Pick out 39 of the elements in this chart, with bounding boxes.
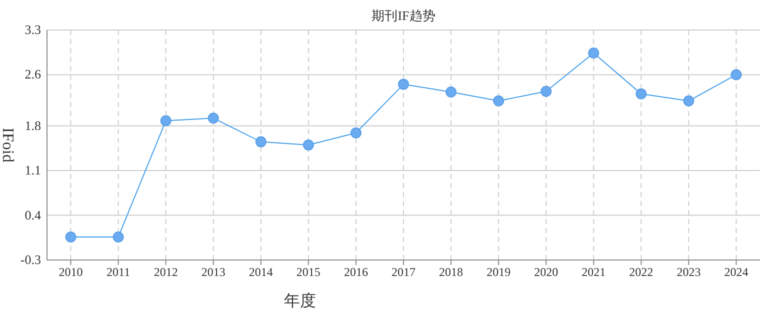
- point: [65, 232, 76, 242]
- y-tick-label: 1.1: [24, 162, 41, 178]
- x-tick-label: 2018: [439, 265, 464, 279]
- y-tick-label: 3.3: [24, 22, 41, 37]
- x-tick-label: 2021: [582, 265, 606, 279]
- point: [255, 136, 266, 148]
- x-tick-label: 2011: [106, 265, 130, 279]
- point: [446, 86, 457, 98]
- x-tick-label: 2016: [344, 265, 368, 279]
- point: [208, 112, 219, 124]
- x-tick-label: 2019: [486, 265, 511, 279]
- point: [493, 95, 504, 106]
- x-tick-label: 2015: [296, 265, 320, 279]
- y-tick-label: 0.4: [24, 207, 42, 222]
- point: [588, 48, 600, 58]
- point: [398, 78, 409, 90]
- x-tick-label: 2013: [201, 265, 226, 279]
- y-tick-label: 1.8: [24, 118, 41, 133]
- point: [730, 69, 742, 80]
- x-tick-label: 2014: [248, 265, 273, 279]
- x-tick-label: 2023: [676, 265, 701, 279]
- point: [350, 127, 362, 138]
- x-tick-label: 2024: [724, 265, 748, 279]
- x-tick-label: 2022: [629, 265, 654, 279]
- x-tick-label: 2020: [534, 265, 558, 279]
- x-tick-label: 2010: [58, 265, 83, 279]
- x-tick-label: 2012: [154, 265, 178, 279]
- y-axis-title: IFoid: [0, 128, 16, 162]
- chart-title: 期刊IF趋势: [372, 8, 436, 23]
- point: [112, 232, 124, 242]
- y-tick-label: -0.3: [20, 252, 41, 267]
- point: [540, 86, 552, 97]
- point: [302, 140, 314, 150]
- point: [683, 95, 694, 106]
- x-axis-title: 年度: [284, 292, 316, 310]
- point: [636, 88, 647, 100]
- point: [160, 115, 172, 126]
- x-tick-label: 2017: [392, 265, 416, 279]
- y-tick-label: 2.6: [24, 66, 42, 82]
